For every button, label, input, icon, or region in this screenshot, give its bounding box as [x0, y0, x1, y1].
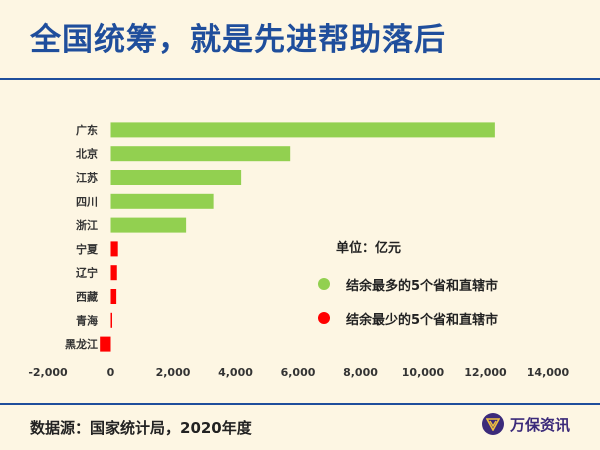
legend-swatch-green: [318, 278, 330, 290]
bar-黑龙江: [100, 336, 111, 352]
brand: 万保资讯: [481, 413, 570, 435]
category-label-广东: 广东: [76, 123, 98, 137]
bar-西藏: [110, 289, 117, 304]
x-tick-label: -2,000: [28, 366, 68, 379]
x-tick-label: 8,000: [343, 366, 378, 379]
category-label-四川: 四川: [76, 195, 98, 208]
bar-北京: [110, 146, 291, 162]
brand-name: 万保资讯: [509, 415, 570, 434]
chart-legend: 单位：亿元 结余最多的5个省和直辖市 结余最少的5个省和直辖市: [318, 237, 498, 342]
bar-辽宁: [110, 265, 117, 281]
category-label-西藏: 西藏: [76, 290, 98, 304]
bar-宁夏: [110, 241, 118, 257]
category-label-宁夏: 宁夏: [76, 242, 99, 256]
x-tick-label: 0: [107, 366, 115, 379]
unit-label: 单位：亿元: [336, 241, 402, 256]
x-tick-label: 4,000: [218, 366, 253, 379]
x-tick-label: 10,000: [402, 366, 445, 379]
bar-四川: [110, 193, 214, 209]
category-label-辽宁: 辽宁: [76, 266, 98, 280]
category-label-黑龙江: 黑龙江: [65, 337, 98, 351]
bar-浙江: [110, 217, 187, 233]
category-label-浙江: 浙江: [76, 218, 98, 232]
legend-item-bottom5: 结余最少的5个省和直辖市: [318, 308, 498, 328]
data-source: 数据源：国家统计局，2020年度: [30, 419, 252, 437]
bar-广东: [110, 122, 495, 138]
category-label-江苏: 江苏: [76, 171, 98, 185]
footer-divider: [0, 403, 600, 405]
legend-label-bottom5: 结余最少的5个省和直辖市: [346, 312, 499, 328]
w-shield-logo-icon: [481, 413, 504, 435]
bar-青海: [110, 312, 112, 328]
page-title: 全国统筹，就是先进帮助落后: [30, 22, 446, 58]
x-tick-label: 14,000: [527, 366, 570, 379]
title-divider: [0, 78, 600, 80]
x-tick-label: 6,000: [281, 366, 316, 379]
category-label-北京: 北京: [76, 147, 98, 161]
legend-item-top5: 结余最多的5个省和直辖市: [318, 274, 498, 294]
legend-swatch-red: [318, 312, 330, 324]
x-tick-label: 2,000: [156, 366, 191, 379]
x-tick-label: 12,000: [464, 366, 507, 379]
bar-江苏: [110, 170, 242, 185]
category-label-青海: 青海: [76, 313, 98, 327]
legend-label-top5: 结余最多的5个省和直辖市: [346, 278, 499, 294]
